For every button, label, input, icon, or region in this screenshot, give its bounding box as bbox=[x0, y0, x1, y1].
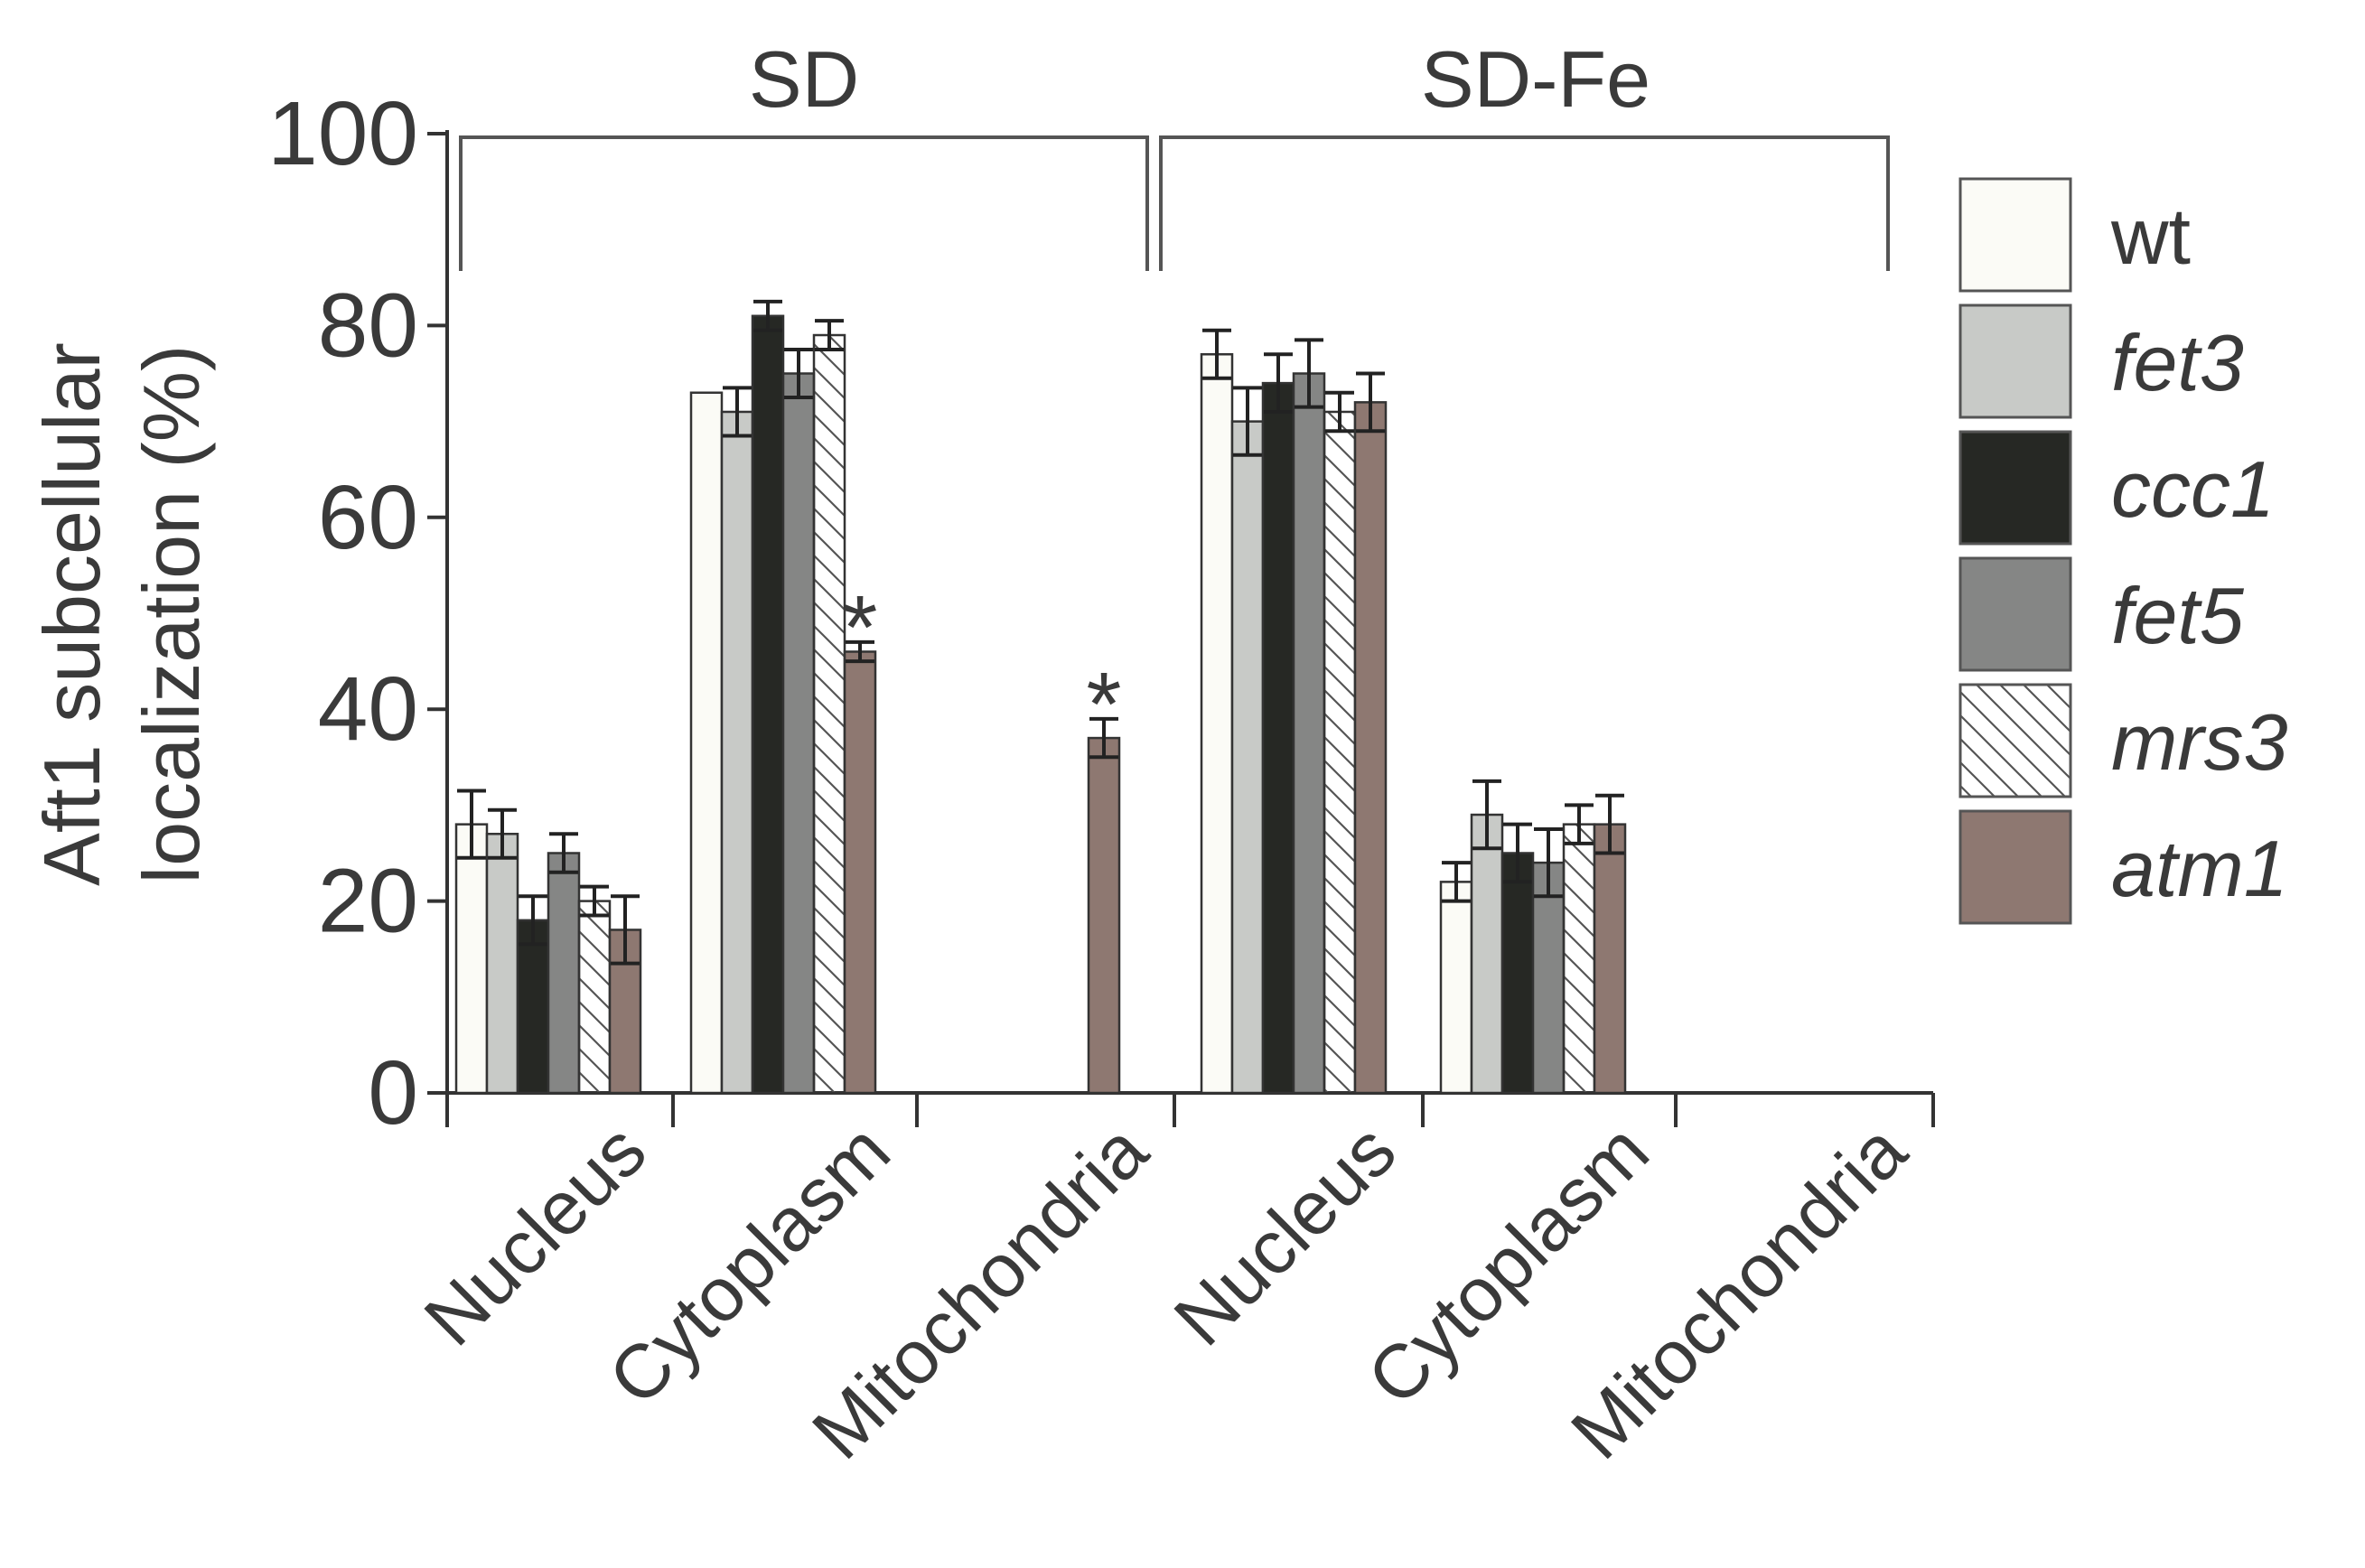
legend-label-mrs3: mrs3 bbox=[2111, 697, 2288, 787]
error-bar-atm1-0 bbox=[611, 894, 640, 966]
error-bar-fet3-4 bbox=[1472, 779, 1501, 851]
bar-ccc1-4 bbox=[1500, 852, 1535, 1095]
error-bar-fet3-0 bbox=[488, 807, 517, 860]
y-axis-title-line-1: Aft1 subcellular bbox=[27, 342, 117, 886]
error-bar-mrs3-1 bbox=[815, 319, 844, 351]
error-bar-atm1-2 bbox=[1089, 716, 1118, 760]
x-category-label-nucleus: Nucleus bbox=[1158, 1107, 1412, 1361]
bar-wt-3 bbox=[1200, 353, 1234, 1095]
legend-swatch-fet5 bbox=[1958, 556, 2072, 672]
x-category-label-nucleus: Nucleus bbox=[408, 1107, 662, 1361]
bar-fet3-1 bbox=[720, 410, 754, 1095]
error-bar-atm1-4 bbox=[1595, 793, 1624, 855]
legend-item-atm1: atm1 bbox=[1958, 809, 2288, 925]
error-bar-fet3-1 bbox=[723, 386, 752, 438]
group-label-sd: SD bbox=[749, 34, 859, 124]
error-bar-ccc1-1 bbox=[753, 299, 782, 332]
significance-asterisk: * bbox=[1087, 654, 1122, 755]
legend-label-fet3: fet3 bbox=[2111, 318, 2244, 407]
error-bar-fet5-0 bbox=[549, 832, 578, 874]
error-bar-atm1-1 bbox=[846, 639, 874, 664]
error-bar-wt-0 bbox=[457, 789, 486, 860]
bar-wt-0 bbox=[454, 823, 489, 1095]
bar-wt-1 bbox=[689, 391, 724, 1095]
series-ccc1 bbox=[516, 299, 1535, 1095]
group-bracket-sd: SD bbox=[459, 34, 1149, 271]
bracket-line bbox=[459, 135, 1149, 271]
group-bracket-sd-fe: SD-Fe bbox=[1159, 34, 1890, 271]
bar-atm1-4 bbox=[1593, 823, 1627, 1095]
error-bar-ccc1-3 bbox=[1264, 352, 1293, 414]
legend-swatch-fet3 bbox=[1958, 303, 2072, 419]
legend-swatch-mrs3 bbox=[1958, 683, 2072, 798]
legend-item-ccc1: ccc1 bbox=[1958, 430, 2275, 546]
bar-mrs3-4 bbox=[1562, 823, 1596, 1095]
series-wt bbox=[454, 328, 1473, 1095]
error-bar-wt-3 bbox=[1202, 328, 1231, 380]
bar-fet3-0 bbox=[485, 833, 519, 1095]
y-axis-title: Aft1 subcellular localization (%) bbox=[27, 342, 216, 886]
bar-fet5-3 bbox=[1292, 372, 1326, 1095]
bar-ccc1-1 bbox=[751, 314, 785, 1095]
error-bar-fet5-1 bbox=[784, 347, 813, 400]
bar-ccc1-3 bbox=[1261, 381, 1295, 1095]
error-bar-atm1-3 bbox=[1356, 371, 1385, 434]
bracket-line bbox=[1159, 135, 1890, 271]
error-bar-fet3-3 bbox=[1233, 386, 1262, 457]
legend-label-ccc1: ccc1 bbox=[2111, 444, 2275, 534]
error-bar-ccc1-0 bbox=[519, 894, 547, 947]
bar-fet5-1 bbox=[781, 372, 816, 1095]
error-bar-wt-4 bbox=[1442, 861, 1471, 903]
bar-atm1-3 bbox=[1353, 401, 1388, 1095]
y-axis-title-line-2: localization (%) bbox=[126, 345, 216, 884]
y-tick-label-80: 80 bbox=[318, 275, 418, 376]
y-tick-label-0: 0 bbox=[368, 1042, 418, 1143]
error-bar-ccc1-4 bbox=[1503, 822, 1532, 884]
bar-ccc1-0 bbox=[516, 919, 550, 1095]
legend-item-fet5: fet5 bbox=[1958, 556, 2245, 672]
significance-asterisk: * bbox=[843, 577, 878, 678]
series-fet5 bbox=[547, 338, 1566, 1095]
y-tick-label-40: 40 bbox=[318, 658, 418, 760]
group-label-sd-fe: SD-Fe bbox=[1421, 34, 1650, 124]
bar-wt-4 bbox=[1439, 881, 1473, 1095]
legend-item-fet3: fet3 bbox=[1958, 303, 2244, 419]
bar-mrs3-0 bbox=[577, 900, 612, 1095]
bar-mrs3-1 bbox=[812, 333, 846, 1095]
legend-item-mrs3: mrs3 bbox=[1958, 683, 2288, 798]
legend-swatch-atm1 bbox=[1958, 809, 2072, 925]
bar-atm1-1 bbox=[843, 650, 877, 1095]
legend-label-fet5: fet5 bbox=[2111, 571, 2245, 660]
legend-item-wt: wt bbox=[1958, 177, 2191, 293]
bar-mrs3-3 bbox=[1323, 410, 1357, 1095]
error-bar-fet5-4 bbox=[1534, 826, 1563, 899]
error-bar-mrs3-3 bbox=[1325, 390, 1354, 434]
bar-fet3-4 bbox=[1470, 813, 1504, 1095]
bar-fet5-0 bbox=[547, 852, 581, 1095]
legend-swatch-ccc1 bbox=[1958, 430, 2072, 546]
series-atm1 bbox=[608, 371, 1627, 1095]
y-tick-label-60: 60 bbox=[318, 467, 418, 568]
y-tick-label-100: 100 bbox=[267, 83, 418, 184]
y-tick-label-20: 20 bbox=[318, 851, 418, 952]
legend-label-wt: wt bbox=[2110, 191, 2191, 281]
error-bar-fet5-3 bbox=[1295, 338, 1323, 409]
bar-atm1-2 bbox=[1087, 736, 1121, 1095]
series-mrs3 bbox=[577, 319, 1596, 1095]
bar-fet3-3 bbox=[1230, 420, 1265, 1095]
error-bar-mrs3-0 bbox=[580, 884, 609, 918]
series-fet3 bbox=[485, 386, 1504, 1095]
error-bar-mrs3-4 bbox=[1565, 803, 1594, 845]
legend-label-atm1: atm1 bbox=[2111, 824, 2288, 913]
legend-swatch-wt bbox=[1958, 177, 2072, 293]
